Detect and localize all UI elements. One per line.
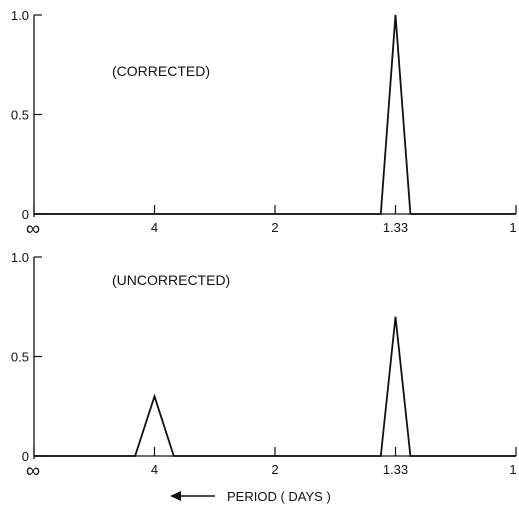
panel2-annotation: (UNCORRECTED) [112,272,230,288]
panel1-x-tick-label: ∞ [26,218,40,240]
panel2-series-line [34,316,516,457]
panel1-series-line [34,14,516,215]
panel2-x-tick-label: ∞ [26,460,40,482]
panel1-y-tick-label: 0 [22,207,29,222]
panel1-x-tick-label: 1 [509,220,516,235]
panel2-y-tick-label: 0.5 [11,350,29,365]
panel2-y-tick-label: 1.0 [11,250,29,265]
panel2-y-tick-label: 0 [22,449,29,464]
panel2-x-tick-label: 1 [509,462,516,477]
panel2-x-tick-label: 4 [151,462,158,477]
panel2-x-tick-label: 1.33 [383,462,408,477]
panel1-x-tick-label: 4 [151,220,158,235]
panel1-x-tick-label: 2 [271,220,278,235]
period-arrow-icon [170,491,181,501]
panel1-x-tick-label: 1.33 [383,220,408,235]
panel1-annotation: (CORRECTED) [112,63,210,79]
panel1-y-tick-label: 1.0 [11,8,29,23]
panel1-y-tick-label: 0.5 [11,108,29,123]
x-axis-title: PERIOD ( DAYS ) [227,489,331,504]
panel2-x-tick-label: 2 [271,462,278,477]
